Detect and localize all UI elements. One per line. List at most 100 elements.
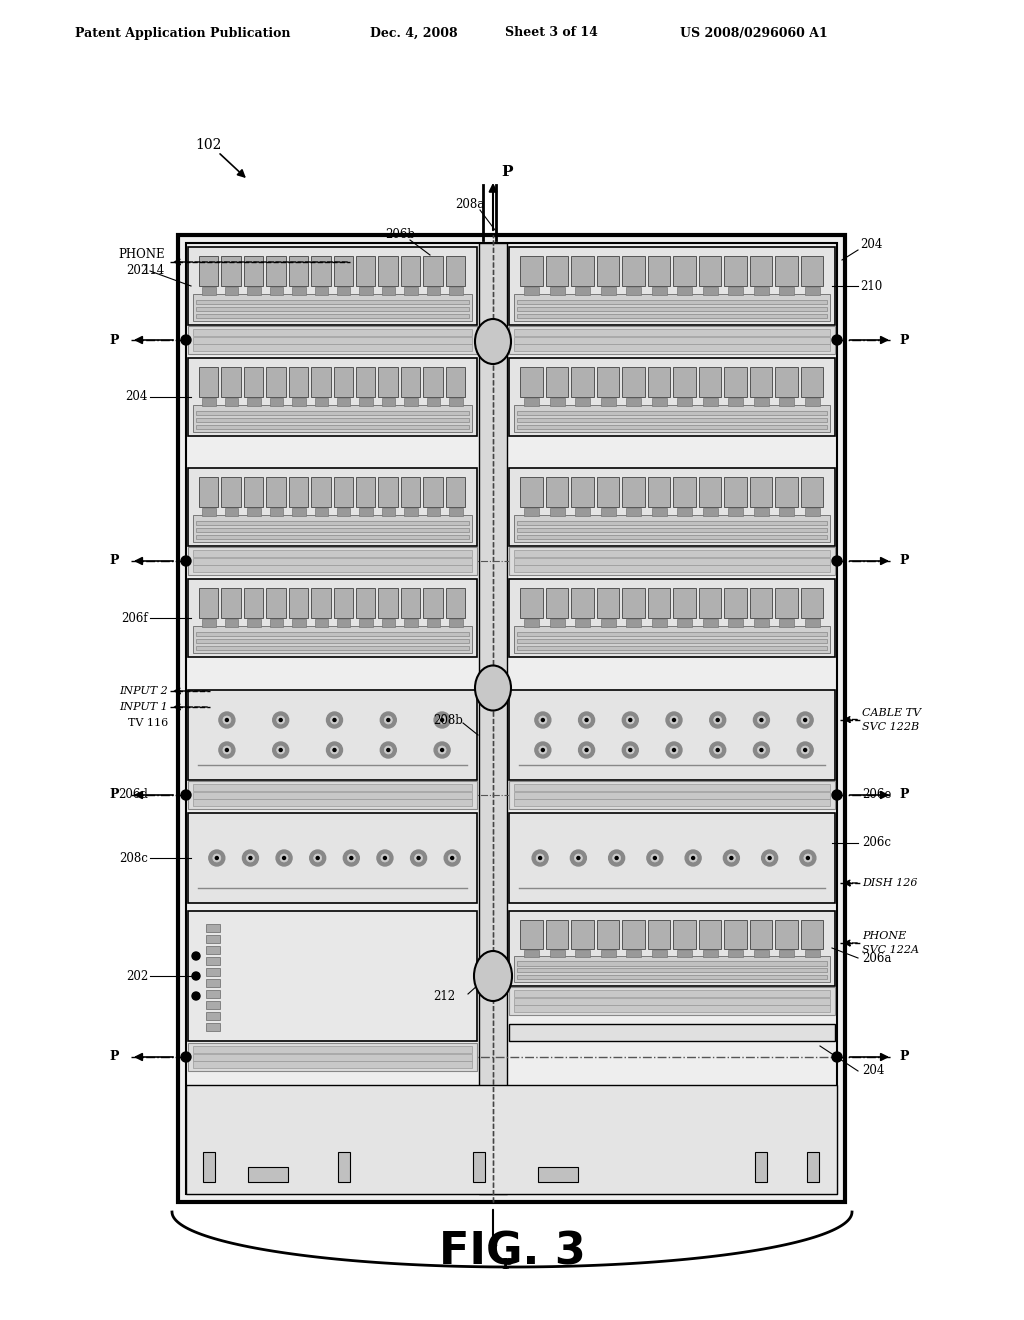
- Text: DISH 126: DISH 126: [862, 878, 918, 888]
- Bar: [647, 478, 670, 507]
- Bar: [575, 619, 591, 627]
- Bar: [193, 515, 472, 543]
- Bar: [807, 1152, 819, 1181]
- Bar: [199, 478, 218, 507]
- Text: 206c: 206c: [862, 837, 891, 850]
- Bar: [805, 950, 820, 957]
- Bar: [647, 589, 670, 618]
- Bar: [400, 589, 420, 618]
- Bar: [404, 288, 418, 294]
- Bar: [427, 508, 440, 516]
- Bar: [206, 979, 220, 987]
- Text: P: P: [899, 1051, 908, 1064]
- Circle shape: [350, 857, 353, 859]
- Bar: [400, 367, 420, 397]
- Bar: [196, 535, 469, 539]
- Bar: [702, 399, 718, 405]
- Bar: [334, 367, 353, 397]
- Circle shape: [280, 748, 283, 751]
- Bar: [292, 399, 305, 405]
- Bar: [206, 946, 220, 954]
- Bar: [445, 256, 465, 286]
- Bar: [514, 515, 830, 543]
- Bar: [550, 399, 565, 405]
- Text: CABLE TV: CABLE TV: [862, 708, 921, 718]
- Bar: [514, 565, 830, 572]
- Bar: [514, 345, 830, 351]
- Circle shape: [627, 715, 634, 723]
- Bar: [509, 358, 835, 436]
- Circle shape: [209, 850, 225, 866]
- Bar: [337, 508, 350, 516]
- Bar: [517, 306, 827, 312]
- Text: 202: 202: [126, 969, 148, 982]
- Bar: [266, 367, 286, 397]
- Bar: [400, 256, 420, 286]
- Bar: [677, 950, 692, 957]
- Bar: [509, 247, 835, 325]
- Bar: [427, 288, 440, 294]
- Bar: [193, 329, 472, 337]
- Bar: [206, 990, 220, 998]
- Bar: [651, 399, 667, 405]
- Bar: [196, 300, 469, 304]
- Bar: [801, 256, 823, 286]
- Bar: [203, 619, 216, 627]
- Circle shape: [333, 718, 336, 722]
- Bar: [404, 399, 418, 405]
- Circle shape: [327, 711, 342, 729]
- Circle shape: [716, 718, 719, 722]
- Circle shape: [685, 850, 701, 866]
- Circle shape: [381, 854, 389, 862]
- Bar: [524, 508, 540, 516]
- Bar: [805, 288, 820, 294]
- Bar: [450, 399, 463, 405]
- Circle shape: [272, 711, 289, 729]
- Circle shape: [451, 857, 454, 859]
- Circle shape: [383, 857, 386, 859]
- Bar: [775, 478, 798, 507]
- Bar: [626, 288, 641, 294]
- Bar: [244, 256, 263, 286]
- Bar: [266, 256, 286, 286]
- Bar: [269, 399, 284, 405]
- Bar: [597, 920, 618, 949]
- Circle shape: [440, 718, 443, 722]
- Bar: [337, 619, 350, 627]
- Circle shape: [380, 742, 396, 758]
- Bar: [550, 950, 565, 957]
- Bar: [196, 425, 469, 429]
- Bar: [509, 690, 835, 780]
- Bar: [673, 920, 695, 949]
- Circle shape: [333, 748, 336, 751]
- Circle shape: [440, 748, 443, 751]
- Bar: [514, 550, 830, 557]
- Circle shape: [629, 718, 632, 722]
- Text: INPUT 2: INPUT 2: [119, 686, 168, 696]
- Circle shape: [804, 854, 812, 862]
- Circle shape: [280, 854, 288, 862]
- Bar: [206, 935, 220, 942]
- Circle shape: [831, 556, 842, 566]
- Text: 204: 204: [860, 239, 883, 252]
- Bar: [193, 1053, 472, 1061]
- Bar: [626, 399, 641, 405]
- Text: FIG. 3: FIG. 3: [438, 1230, 586, 1274]
- Bar: [193, 784, 472, 791]
- Bar: [188, 247, 477, 325]
- Circle shape: [691, 857, 694, 859]
- Bar: [188, 546, 477, 576]
- Text: 114: 114: [142, 264, 165, 276]
- Circle shape: [716, 748, 719, 751]
- Circle shape: [417, 857, 420, 859]
- Circle shape: [213, 854, 221, 862]
- Bar: [359, 508, 373, 516]
- Bar: [754, 619, 769, 627]
- Bar: [206, 1001, 220, 1008]
- Bar: [775, 920, 798, 949]
- Bar: [382, 508, 395, 516]
- Bar: [193, 550, 472, 557]
- Bar: [550, 619, 565, 627]
- Bar: [248, 619, 261, 627]
- Bar: [423, 478, 442, 507]
